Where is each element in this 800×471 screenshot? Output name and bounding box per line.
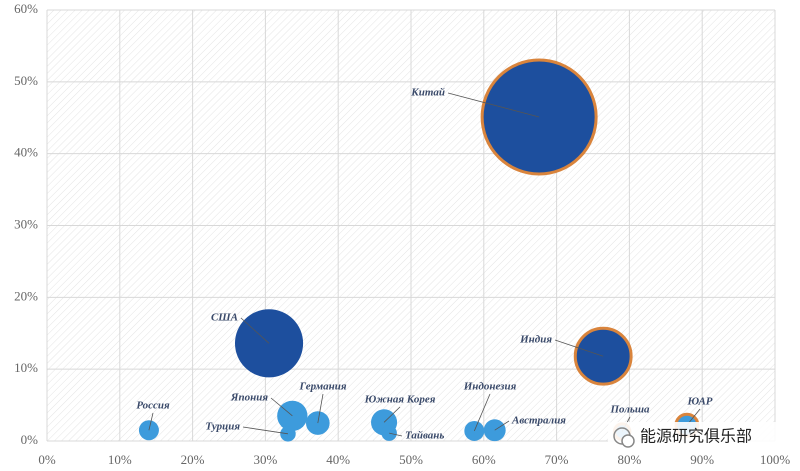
x-tick-label: 100% xyxy=(760,452,791,467)
x-tick-label: 0% xyxy=(38,452,56,467)
y-tick-label: 30% xyxy=(14,216,38,231)
leader-line xyxy=(554,339,604,357)
leader-line xyxy=(473,393,491,432)
y-tick-label: 50% xyxy=(14,73,38,88)
x-tick-label: 10% xyxy=(108,452,132,467)
leader-line xyxy=(389,432,403,437)
bubble-label: Тайвань xyxy=(405,430,444,442)
bubble-label: Австралия xyxy=(511,415,566,427)
bubble-label: Индонезия xyxy=(463,381,517,393)
y-tick-label: 10% xyxy=(14,360,38,375)
bubble-label: Китай xyxy=(410,87,445,99)
x-tick-label: 50% xyxy=(399,452,423,467)
bubble-label: США xyxy=(211,312,238,324)
bubble-label: Польша xyxy=(609,404,650,416)
watermark: 能源研究俱乐部 xyxy=(608,422,794,452)
x-tick-label: 80% xyxy=(617,452,641,467)
x-tick-label: 60% xyxy=(472,452,496,467)
x-tick-label: 40% xyxy=(326,452,350,467)
leader-line xyxy=(242,426,289,435)
y-tick-label: 0% xyxy=(21,432,39,447)
leader-line xyxy=(494,420,510,431)
leader-line xyxy=(383,406,401,423)
bubble-label: Япония xyxy=(230,392,268,404)
leader-line xyxy=(270,397,293,417)
watermark-text: 能源研究俱乐部 xyxy=(640,427,752,446)
bubble-label: Германия xyxy=(298,381,346,393)
leader-line xyxy=(317,393,324,424)
leader-line xyxy=(447,92,540,118)
bubble-label: Турция xyxy=(205,421,240,433)
bubble-label: Россия xyxy=(136,400,170,412)
bubble-label: Южная Корея xyxy=(364,394,436,406)
x-tick-label: 70% xyxy=(545,452,569,467)
y-tick-label: 60% xyxy=(14,1,38,16)
y-tick-label: 40% xyxy=(14,145,38,160)
leader-line xyxy=(148,412,154,431)
leader-line xyxy=(240,317,270,344)
x-tick-label: 20% xyxy=(181,452,205,467)
x-tick-label: 30% xyxy=(253,452,277,467)
bubble-label: ЮАР xyxy=(686,396,712,408)
x-tick-label: 90% xyxy=(690,452,714,467)
bubble-label: Индия xyxy=(519,334,552,346)
y-tick-label: 20% xyxy=(14,288,38,303)
bubble xyxy=(573,326,633,386)
